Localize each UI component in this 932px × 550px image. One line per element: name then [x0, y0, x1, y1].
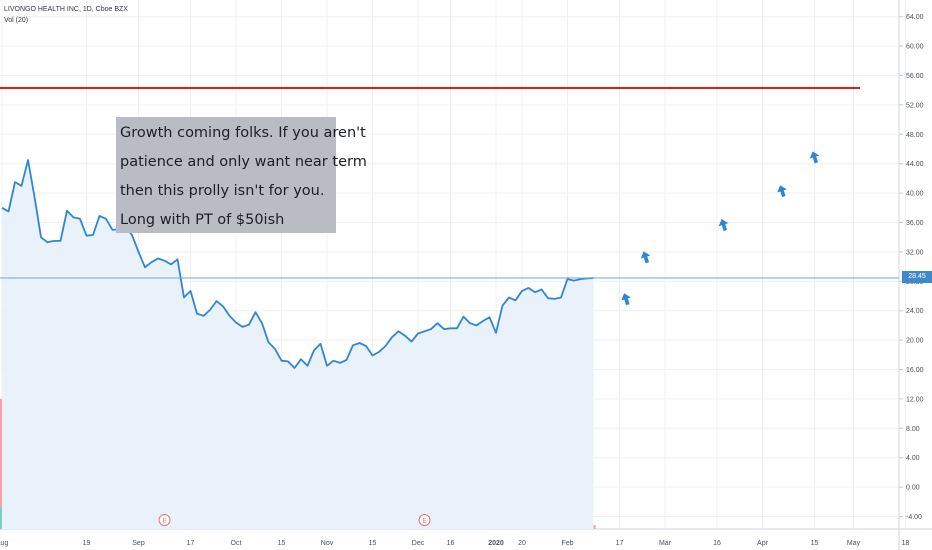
arrow-up-icon[interactable] [808, 150, 821, 165]
time-tick-label: 20 [518, 540, 526, 547]
price-area-fill [2, 160, 594, 529]
arrow-shape [777, 185, 787, 198]
price-tick-label: 4.00 [906, 455, 920, 462]
target-arrows[interactable] [619, 150, 821, 306]
arrow-shape [718, 219, 729, 231]
price-tick-label: 44.00 [906, 161, 924, 168]
time-tick-label: Sep [132, 540, 145, 547]
arrow-up-icon[interactable] [619, 292, 632, 307]
price-tick-label: 0.00 [906, 485, 920, 492]
time-tick-label: 15 [278, 540, 286, 547]
price-tick-label: 32.00 [906, 249, 924, 256]
time-tick-label: Apr [757, 540, 769, 547]
time-tick-label: 17 [187, 540, 195, 547]
price-axis-labels[interactable]: 64.00 60.00 56.00 52.00 48.00 44.00 40.00 36.00… [899, 14, 924, 521]
price-tick-label: -4.00 [906, 514, 922, 521]
time-tick-label: Nov [321, 540, 334, 547]
time-tick-label: 16 [447, 540, 455, 547]
time-tick-label: 15 [811, 540, 819, 547]
price-tick-label: 64.00 [906, 14, 924, 21]
annotation-line: Long with PT of $50ish [120, 212, 285, 228]
time-tick-label: Mar [659, 540, 672, 547]
time-axis-labels[interactable]: Aug19Sep17Oct15Nov15Dec16202020Feb17Mar1… [0, 540, 909, 547]
price-tick-label: 16.00 [906, 367, 924, 374]
price-tick-label: 40.00 [906, 191, 924, 198]
time-tick-label: Oct [231, 540, 242, 547]
arrow-up-icon[interactable] [775, 184, 788, 199]
time-tick-label: Aug [0, 540, 8, 547]
price-tick-label: 60.00 [906, 44, 924, 51]
arrow-up-icon[interactable] [639, 250, 652, 265]
annotation-line: then this prolly isn't for you. [120, 183, 325, 199]
time-tick-label: 19 [83, 540, 91, 547]
earnings-marker-label: E [422, 519, 426, 525]
annotation-line: Growth coming folks. If you aren't [120, 125, 366, 141]
time-tick-label: May [847, 540, 861, 547]
arrow-shape [809, 151, 820, 164]
time-tick-label: 15 [369, 540, 377, 547]
annotation-textbox[interactable]: Growth coming folks. If you aren't patie… [116, 117, 367, 233]
volume-spike-bar [0, 398, 2, 529]
earnings-marker-circle[interactable] [418, 514, 431, 526]
price-tick-label: 8.00 [906, 426, 920, 433]
price-tick-label: 56.00 [906, 73, 924, 80]
arrow-up-icon[interactable] [717, 217, 730, 232]
last-price-badge: 28.45 [902, 271, 932, 283]
time-tick-label: Feb [561, 540, 573, 547]
symbol-title: LIVONGO HEALTH INC, 1D, Cboe BZX [4, 6, 128, 13]
price-tick-label: 24.00 [906, 308, 924, 315]
time-tick-label: 16 [713, 540, 721, 547]
price-line [1, 159, 594, 369]
arrow-shape [640, 251, 651, 264]
time-tick-label: 2020 [488, 540, 504, 547]
price-tick-label: 20.00 [906, 338, 924, 345]
time-tick-label: Dec [412, 540, 425, 547]
price-tick-label: 12.00 [906, 396, 924, 403]
time-tick-label: 18 [902, 540, 910, 547]
earnings-marker-label: E [162, 519, 166, 525]
arrow-shape [621, 293, 631, 306]
price-tick-label: 52.00 [906, 102, 924, 109]
price-tick-label: 48.00 [906, 132, 924, 139]
time-tick-label: 17 [616, 540, 624, 547]
annotation-line: patience and only want near term [120, 154, 367, 170]
volume-indicator-label: Vol (20) [4, 17, 29, 24]
earnings-marker-circle[interactable] [158, 514, 171, 526]
price-tick-label: 36.00 [906, 220, 924, 227]
